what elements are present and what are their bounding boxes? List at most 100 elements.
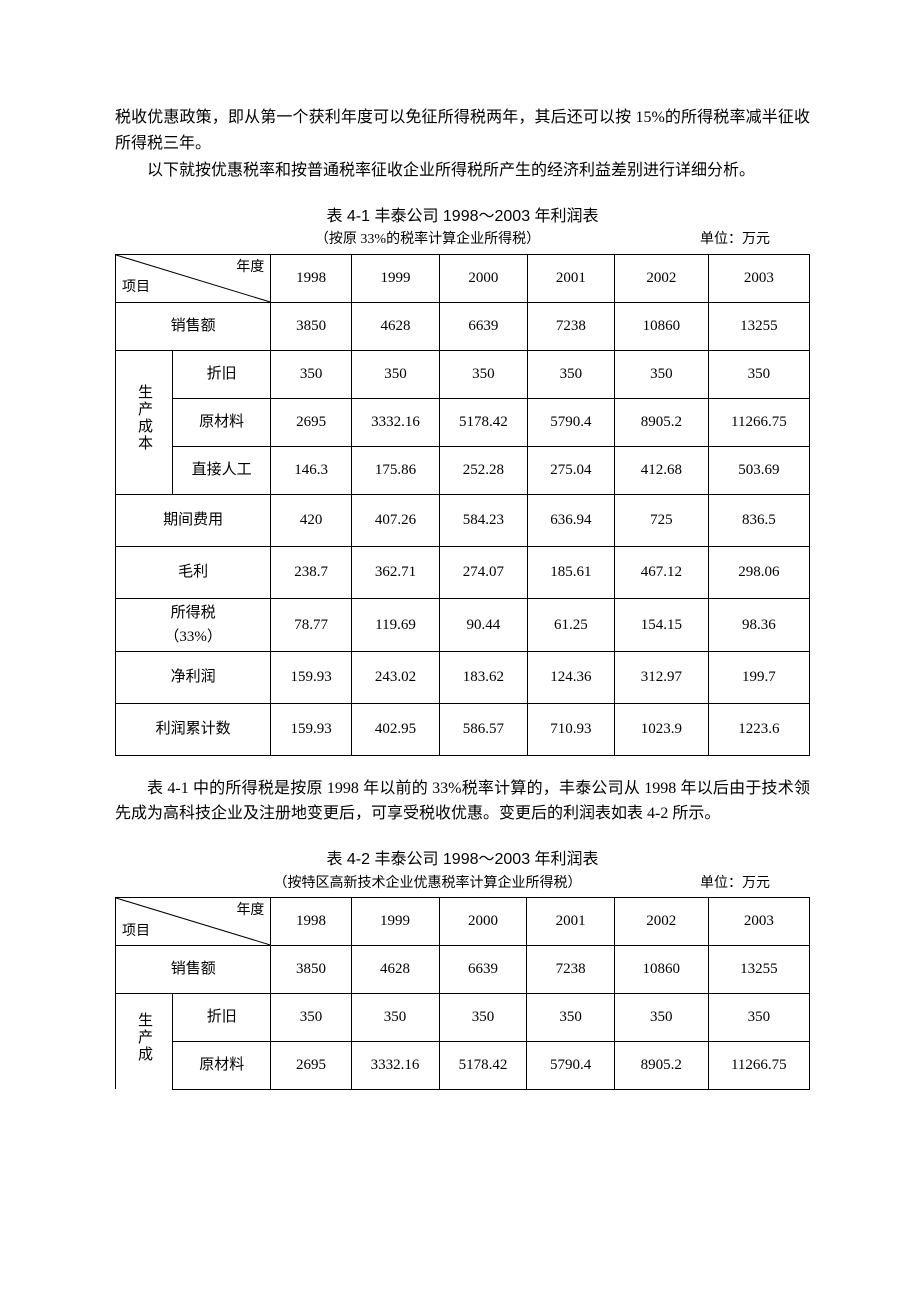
cell: 252.28	[439, 446, 527, 494]
cell: 3850	[271, 302, 352, 350]
cell: 467.12	[615, 546, 709, 598]
cell: 10860	[615, 302, 709, 350]
cell: 2695	[271, 398, 352, 446]
cell: 5178.42	[439, 398, 527, 446]
cell: 5790.4	[527, 398, 614, 446]
cell: 350	[271, 993, 351, 1041]
row-label: 毛利	[116, 546, 271, 598]
cell: 503.69	[708, 446, 809, 494]
cell: 710.93	[527, 703, 614, 755]
cell: 11266.75	[708, 398, 809, 446]
table2: 年度 项目 1998 1999 2000 2001 2002 2003 销售额 …	[115, 897, 810, 1090]
cell: 159.93	[271, 703, 352, 755]
cell: 183.62	[439, 651, 527, 703]
cell: 7238	[527, 302, 614, 350]
cell: 4628	[351, 945, 439, 993]
cell: 8905.2	[614, 1041, 708, 1089]
year-header: 2002	[614, 897, 708, 945]
cell: 7238	[527, 945, 614, 993]
cell: 3332.16	[351, 1041, 439, 1089]
cell: 312.97	[615, 651, 709, 703]
table-row: 直接人工 146.3 175.86 252.28 275.04 412.68 5…	[116, 446, 810, 494]
table-row: 生产成本 折旧 350 350 350 350 350 350	[116, 350, 810, 398]
table1-header-row: 年度 项目 1998 1999 2000 2001 2002 2003	[116, 254, 810, 302]
cell: 350	[439, 350, 527, 398]
cell: 584.23	[439, 494, 527, 546]
cost-group-label: 生产成本	[116, 350, 173, 494]
year-header: 2001	[527, 897, 614, 945]
cell: 8905.2	[615, 398, 709, 446]
cell: 146.3	[271, 446, 352, 494]
cell: 243.02	[352, 651, 440, 703]
cell: 199.7	[708, 651, 809, 703]
paragraph-2: 以下就按优惠税率和按普通税率征收企业所得税所产生的经济利益差别进行详细分析。	[115, 158, 810, 184]
year-header: 2003	[708, 254, 809, 302]
table1-subtitle: （按原 33%的税率计算企业所得税）	[115, 229, 640, 251]
cell: 350	[615, 350, 709, 398]
cell: 725	[615, 494, 709, 546]
cell: 275.04	[527, 446, 614, 494]
row-label: 折旧	[173, 993, 271, 1041]
paragraph-1: 税收优惠政策，即从第一个获利年度可以免征所得税两年，其后还可以按 15%的所得税…	[115, 105, 810, 156]
table2-title: 表 4-2 丰泰公司 1998～2003 年利润表	[115, 847, 810, 873]
table-row: 毛利 238.7 362.71 274.07 185.61 467.12 298…	[116, 546, 810, 598]
table1: 年度 项目 1998 1999 2000 2001 2002 2003 销售额 …	[115, 254, 810, 756]
cell: 5790.4	[527, 1041, 614, 1089]
cell: 6639	[439, 302, 527, 350]
cell: 420	[271, 494, 352, 546]
year-header: 2003	[708, 897, 809, 945]
cell: 350	[527, 350, 614, 398]
cell: 636.94	[527, 494, 614, 546]
table-row: 所得税 （33%） 78.77 119.69 90.44 61.25 154.1…	[116, 598, 810, 651]
cell: 350	[614, 993, 708, 1041]
row-label: 原材料	[173, 1041, 271, 1089]
year-header: 2000	[439, 897, 527, 945]
year-header: 2001	[527, 254, 614, 302]
cell: 5178.42	[439, 1041, 527, 1089]
table1-unit: 单位：万元	[700, 229, 770, 251]
table1-title: 表 4-1 丰泰公司 1998～2003 年利润表	[115, 204, 810, 230]
year-header: 1998	[271, 897, 351, 945]
cell: 350	[439, 993, 527, 1041]
table-row: 原材料 2695 3332.16 5178.42 5790.4 8905.2 1…	[116, 1041, 810, 1089]
table-row: 销售额 3850 4628 6639 7238 10860 13255	[116, 945, 810, 993]
row-label: 折旧	[173, 350, 271, 398]
cell: 586.57	[439, 703, 527, 755]
diag-top-label: 年度	[236, 257, 264, 279]
cell: 90.44	[439, 598, 527, 651]
table-row: 原材料 2695 3332.16 5178.42 5790.4 8905.2 1…	[116, 398, 810, 446]
cell: 13255	[708, 302, 809, 350]
cell: 350	[271, 350, 352, 398]
cell: 1023.9	[615, 703, 709, 755]
cell: 3850	[271, 945, 351, 993]
table2-subtitle: （按特区高新技术企业优惠税率计算企业所得税）	[115, 873, 640, 895]
table2-header-row: 年度 项目 1998 1999 2000 2001 2002 2003	[116, 897, 810, 945]
cost-group-label: 生产成	[116, 993, 173, 1089]
cell: 407.26	[352, 494, 440, 546]
year-header: 1999	[351, 897, 439, 945]
cell: 298.06	[708, 546, 809, 598]
cell: 13255	[708, 945, 809, 993]
table-row: 生产成 折旧 350 350 350 350 350 350	[116, 993, 810, 1041]
cell: 4628	[352, 302, 440, 350]
cell: 350	[351, 993, 439, 1041]
table2-subtitle-row: （按特区高新技术企业优惠税率计算企业所得税） 单位：万元	[115, 873, 810, 895]
paragraph-3: 表 4-1 中的所得税是按原 1998 年以前的 33%税率计算的，丰泰公司从 …	[115, 776, 810, 827]
cell: 836.5	[708, 494, 809, 546]
row-label: 所得税 （33%）	[116, 598, 271, 651]
cell: 11266.75	[708, 1041, 809, 1089]
diag-bot-label: 项目	[122, 921, 150, 943]
cell: 154.15	[615, 598, 709, 651]
cell: 238.7	[271, 546, 352, 598]
cell: 6639	[439, 945, 527, 993]
cell: 124.36	[527, 651, 614, 703]
table2-unit: 单位：万元	[700, 873, 770, 895]
cell: 350	[352, 350, 440, 398]
row-label: 销售额	[116, 945, 271, 993]
cell: 402.95	[352, 703, 440, 755]
cell: 159.93	[271, 651, 352, 703]
cell: 185.61	[527, 546, 614, 598]
year-header: 1999	[352, 254, 440, 302]
year-header: 2000	[439, 254, 527, 302]
table-row: 净利润 159.93 243.02 183.62 124.36 312.97 1…	[116, 651, 810, 703]
